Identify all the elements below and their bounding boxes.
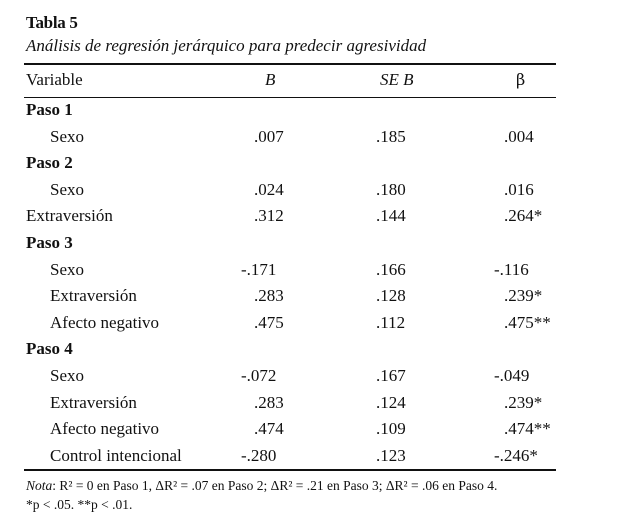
beta-cell: .475** <box>504 312 551 332</box>
header-variable: Variable <box>26 70 83 89</box>
beta-cell: -.049 <box>494 366 530 385</box>
step-label: Paso 2 <box>26 153 73 173</box>
se-b-cell: .180 <box>376 179 406 199</box>
step-label: Paso 1 <box>26 100 73 119</box>
b-cell: .312 <box>254 206 284 226</box>
se-b-cell: .166 <box>376 259 406 279</box>
table-row: Afecto negativo .474 .109 .474** <box>0 419 619 445</box>
table-title: Tabla 5 <box>26 13 78 32</box>
step-label: Paso 4 <box>26 339 73 359</box>
note-lead: Nota <box>26 478 53 493</box>
header-rule <box>24 97 556 98</box>
b-cell: -.072 <box>241 366 277 385</box>
variable-cell: Sexo <box>50 366 84 385</box>
step-row: Paso 2 <box>0 153 619 179</box>
note-line-1: : R² = 0 en Paso 1, ΔR² = .07 en Paso 2;… <box>52 478 498 493</box>
table-subtitle: Análisis de regresión jerárquico para pr… <box>26 36 427 55</box>
step-row: Paso 1 <box>0 100 619 126</box>
beta-cell: .474** <box>504 419 551 439</box>
variable-cell: Extraversión <box>50 392 137 412</box>
se-b-cell: .124 <box>376 392 406 412</box>
b-cell: .007 <box>254 126 284 146</box>
se-b-cell: .185 <box>376 126 406 146</box>
step-row: Paso 3 <box>0 233 619 259</box>
beta-cell: .004 <box>504 126 534 146</box>
se-b-cell: .123 <box>376 445 406 465</box>
table-row: Sexo .024 .180 .016 <box>0 180 619 206</box>
beta-cell: .239* <box>504 392 543 412</box>
b-cell: .475 <box>254 312 284 332</box>
variable-cell: Extraversión <box>26 206 113 226</box>
b-cell: -.171 <box>241 259 277 279</box>
beta-cell: .016 <box>504 179 534 199</box>
variable-cell: Afecto negativo <box>50 312 160 332</box>
se-b-cell: .109 <box>376 419 406 439</box>
table-row: Extraversión .312 .144 .264* <box>0 206 619 232</box>
variable-cell: Sexo <box>50 126 84 146</box>
beta-cell: -.116 <box>494 259 529 279</box>
variable-cell: Control intencional <box>50 445 182 465</box>
step-label: Paso 3 <box>26 233 73 252</box>
table-row: Sexo -.072 .167 -.049 <box>0 366 619 392</box>
se-b-cell: .128 <box>376 286 406 306</box>
table-row: Afecto negativo .475 .112 .475** <box>0 313 619 339</box>
table-row: Sexo .007 .185 .004 <box>0 127 619 153</box>
header-b: B <box>265 70 276 89</box>
header-beta: β <box>516 70 526 89</box>
table-row: Sexo -.171 .166 -.116 <box>0 260 619 286</box>
beta-cell: -.246* <box>494 445 538 465</box>
variable-cell: Sexo <box>50 259 84 279</box>
variable-cell: Sexo <box>50 179 84 199</box>
step-row: Paso 4 <box>0 339 619 365</box>
se-b-cell: .167 <box>376 366 406 385</box>
se-b-cell: .144 <box>376 206 406 226</box>
beta-cell: .239* <box>504 286 543 306</box>
table-row: Control intencional -.280 .123 -.246* <box>0 446 619 472</box>
header-se-b: SE B <box>380 70 414 89</box>
b-cell: .024 <box>254 179 284 199</box>
table-row: Extraversión .283 .128 .239* <box>0 286 619 312</box>
b-cell: .283 <box>254 286 284 306</box>
table-row: Extraversión .283 .124 .239* <box>0 393 619 419</box>
beta-cell: .264* <box>504 206 543 226</box>
bottom-rule <box>24 469 556 471</box>
variable-cell: Afecto negativo <box>50 419 160 439</box>
b-cell: .474 <box>254 419 284 439</box>
b-cell: .283 <box>254 392 284 412</box>
b-cell: -.280 <box>241 445 277 465</box>
note-line-2: *p < .05. **p < .01. <box>26 497 133 512</box>
variable-cell: Extraversión <box>50 286 137 306</box>
se-b-cell: .112 <box>376 312 406 332</box>
top-rule <box>24 63 556 65</box>
table-note: Nota: R² = 0 en Paso 1, ΔR² = .07 en Pas… <box>26 476 586 514</box>
